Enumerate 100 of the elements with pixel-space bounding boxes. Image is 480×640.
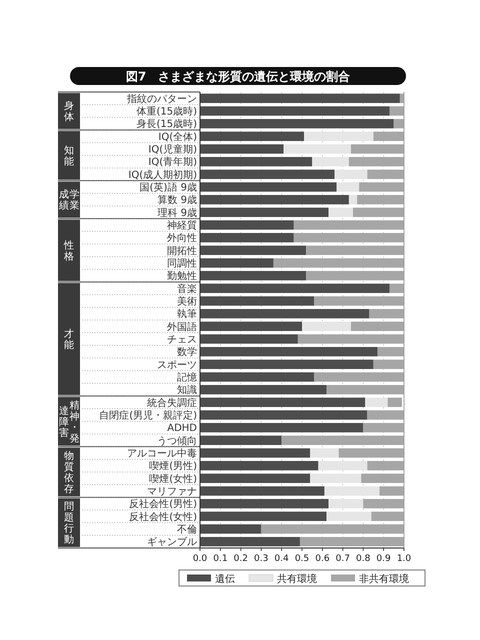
- bar: [363, 422, 404, 432]
- bar: [200, 398, 366, 408]
- y-tick-label: IQ(全体): [158, 130, 198, 143]
- bar: [261, 524, 404, 534]
- x-tick-label: 0.7: [336, 554, 350, 564]
- bar: [318, 460, 368, 470]
- y-tick-label: マリファナ: [147, 486, 197, 498]
- y-tick-label: 記憶: [177, 372, 197, 384]
- chart-title: 図7 さまざまな形質の遺伝と環境の割合: [126, 70, 352, 84]
- bar: [367, 170, 404, 180]
- x-tick-label: 0.0: [192, 554, 208, 564]
- bar: [200, 94, 400, 104]
- y-tick-label: 体重(15歳時): [136, 106, 198, 118]
- bar: [373, 132, 404, 142]
- y-tick-label: IQ(児童期): [148, 144, 198, 156]
- y-tick-label: 同調性: [167, 258, 197, 270]
- y-tick-label: うつ傾向: [157, 434, 197, 447]
- bar: [361, 474, 404, 484]
- bar: [394, 118, 404, 128]
- bar: [200, 270, 306, 280]
- bar: [200, 486, 324, 496]
- bar: [390, 284, 404, 294]
- x-tick-label: 0.9: [376, 554, 392, 564]
- bar: [200, 512, 326, 522]
- x-tick-label: 1.0: [396, 554, 412, 564]
- bar: [200, 524, 262, 534]
- y-tick-label: 開拓性: [167, 244, 197, 257]
- bar: [324, 486, 380, 496]
- bar: [369, 308, 404, 318]
- y-tick-label: 反社会性(男性): [129, 498, 198, 510]
- bar: [390, 106, 404, 116]
- y-tick-label: 喫煙(女性): [149, 472, 198, 485]
- bar: [348, 156, 404, 166]
- y-tick-label: 身長(15歳時): [136, 118, 198, 130]
- bar: [328, 498, 364, 508]
- bar: [200, 346, 378, 356]
- bar: [200, 498, 329, 508]
- y-tick-label: アルコール中毒: [127, 448, 197, 460]
- bar: [200, 106, 390, 116]
- bar: [373, 360, 404, 370]
- bar: [300, 536, 404, 546]
- bar: [314, 372, 404, 382]
- bar: [200, 132, 304, 142]
- y-tick-label: 勤勉性: [167, 270, 197, 282]
- y-tick-label: 外向性: [167, 232, 197, 244]
- bar: [200, 422, 364, 432]
- bar: [294, 232, 404, 242]
- bar: [200, 208, 329, 218]
- y-tick-label: スポーツ: [157, 360, 197, 371]
- bar: [200, 284, 390, 294]
- legend-label: 非共有環境: [359, 573, 409, 585]
- legend-label: 遺伝: [215, 573, 235, 585]
- x-tick-label: 0.4: [274, 554, 290, 564]
- x-tick-label: 0.6: [315, 554, 330, 564]
- bar: [200, 308, 370, 318]
- bar: [200, 220, 294, 230]
- bar: [200, 360, 374, 370]
- bar: [200, 296, 314, 306]
- bar: [312, 156, 349, 166]
- bar: [371, 512, 404, 522]
- bar: [377, 346, 404, 356]
- bar: [200, 322, 302, 332]
- bar: [200, 334, 298, 344]
- bar: [200, 156, 312, 166]
- bar: [306, 246, 404, 256]
- bar: [200, 170, 335, 180]
- y-tick-label: ADHD: [167, 423, 198, 434]
- y-tick-label: 神経質: [167, 220, 197, 232]
- bar: [363, 498, 404, 508]
- text: 物質依存: [64, 451, 74, 495]
- bar: [302, 322, 351, 332]
- bar: [350, 144, 404, 154]
- bar: [310, 474, 362, 484]
- bar: [367, 410, 404, 420]
- x-tick-label: 0.8: [356, 554, 371, 564]
- bar: [338, 448, 404, 458]
- y-tick-label: 反社会性(女性): [129, 510, 198, 523]
- bar: [200, 474, 310, 484]
- bar: [357, 194, 404, 204]
- bar: [294, 220, 404, 230]
- bar: [298, 334, 404, 344]
- legend-label: 共有環境: [277, 573, 317, 585]
- bar: [328, 208, 353, 218]
- bar: [336, 182, 360, 192]
- y-tick-label: チェス: [167, 334, 197, 346]
- bar: [326, 384, 404, 394]
- y-tick-label: 数学: [177, 346, 197, 358]
- bar: [326, 512, 372, 522]
- bar: [200, 536, 300, 546]
- y-tick-label: 執筆: [177, 308, 197, 320]
- bar: [365, 398, 388, 408]
- bar: [380, 486, 404, 496]
- bar: [200, 182, 337, 192]
- y-tick-label: IQ(青年期): [148, 156, 198, 168]
- y-tick-label: 外国語: [167, 320, 197, 333]
- y-tick-label: 算数 9歳: [157, 194, 197, 206]
- bar: [200, 232, 294, 242]
- bar: [200, 372, 314, 382]
- text: 学業成績: [58, 188, 80, 212]
- y-tick-label: 統合失調症: [147, 396, 197, 409]
